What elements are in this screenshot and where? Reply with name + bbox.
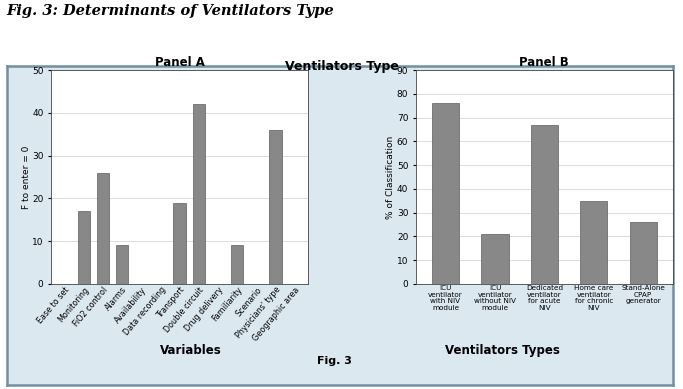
Text: Fig. 3: Fig. 3 — [317, 356, 352, 366]
Bar — [580, 201, 607, 284]
Text: Ventilators Type: Ventilators Type — [285, 60, 398, 73]
Bar — [482, 234, 509, 284]
Bar — [269, 130, 281, 284]
Bar — [97, 173, 109, 284]
Text: Fig. 3: Determinants of Ventilators Type: Fig. 3: Determinants of Ventilators Type — [7, 4, 335, 18]
Y-axis label: % of Classification: % of Classification — [387, 135, 395, 219]
Bar — [231, 245, 243, 284]
Title: Panel B: Panel B — [520, 56, 569, 69]
Bar — [193, 104, 205, 284]
Bar — [630, 222, 656, 284]
Y-axis label: F to enter = 0: F to enter = 0 — [22, 145, 31, 209]
Text: Variables: Variables — [161, 344, 222, 357]
Bar — [432, 103, 459, 284]
Bar — [116, 245, 128, 284]
Bar — [531, 125, 558, 284]
Text: Ventilators Types: Ventilators Types — [445, 344, 559, 357]
Bar — [78, 211, 90, 284]
Bar — [173, 203, 186, 284]
Title: Panel A: Panel A — [155, 56, 205, 69]
